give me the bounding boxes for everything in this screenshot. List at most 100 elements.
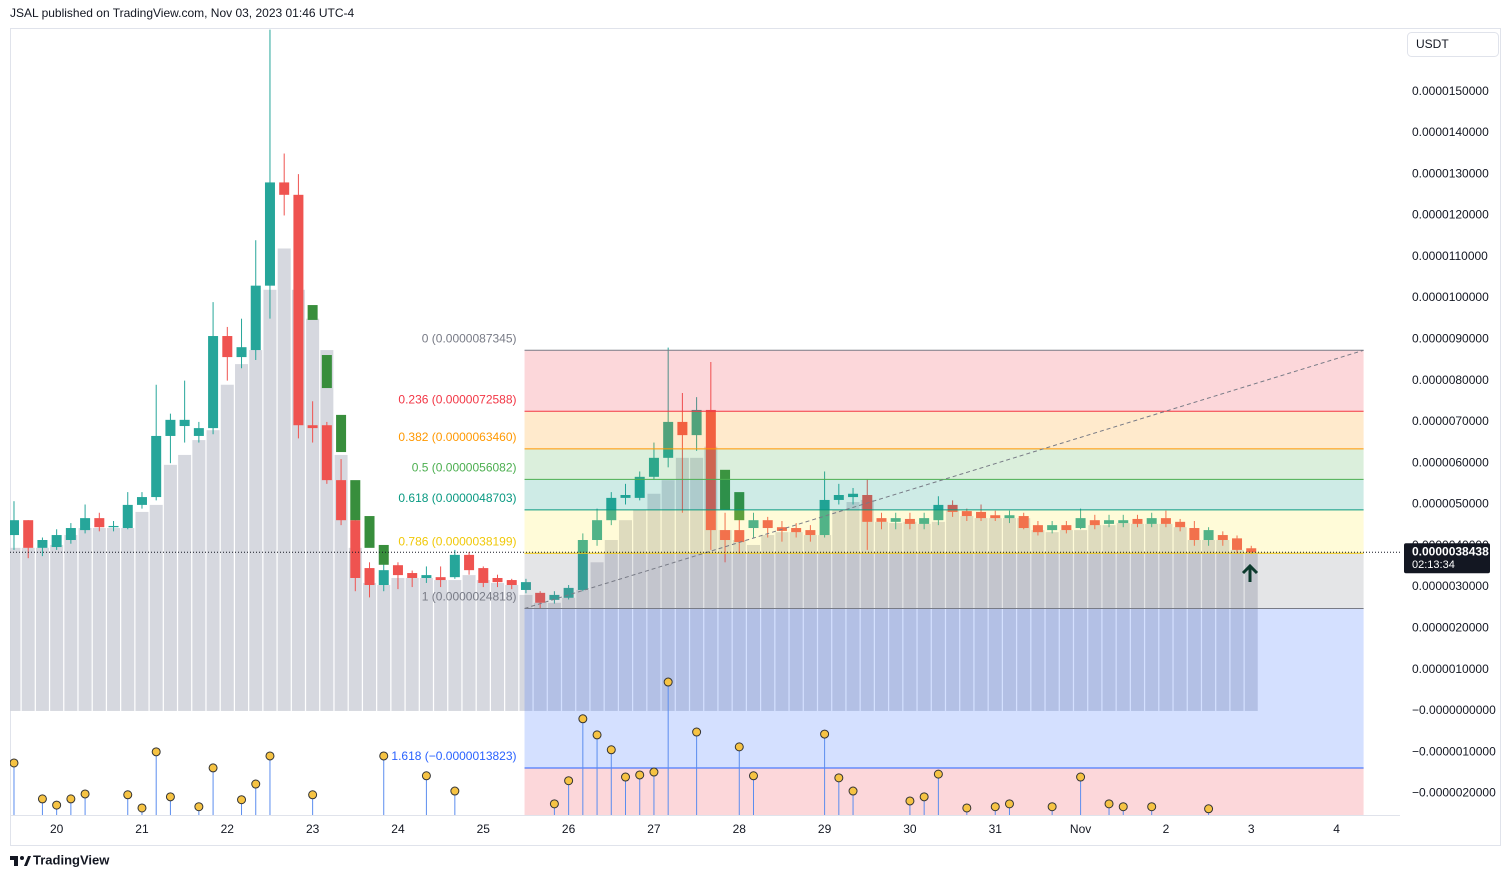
overlay-body: [350, 480, 361, 521]
candle-body: [1089, 520, 1100, 526]
shade-bar: [818, 535, 832, 711]
currency-label[interactable]: USDT: [1416, 37, 1449, 51]
y-tick-label: 0.0000030000: [1412, 579, 1489, 593]
candle-body: [933, 504, 944, 521]
shade-bar: [690, 457, 704, 711]
candle-body: [1246, 548, 1257, 553]
fib-zone: [524, 411, 1364, 449]
candle-body: [1189, 528, 1200, 541]
candle-body: [222, 336, 233, 358]
y-tick-label: 0.0000120000: [1412, 208, 1489, 222]
currency-button[interactable]: [1407, 32, 1499, 57]
fib-zone: [524, 479, 1364, 510]
shade-bar: [391, 577, 405, 711]
x-tick-label: 4: [1333, 822, 1340, 836]
candle-body: [506, 580, 517, 586]
indicator-dot: [564, 776, 574, 786]
candle-body: [890, 518, 901, 522]
indicator-dot: [1004, 799, 1014, 809]
candle-body: [947, 504, 958, 512]
candle-body: [1047, 525, 1058, 531]
candle-body: [1032, 525, 1043, 533]
candle-body: [378, 570, 389, 586]
candle-body: [236, 347, 247, 358]
indicator-dot: [1047, 802, 1057, 812]
shade-bar: [860, 499, 874, 711]
indicator-dot: [820, 729, 830, 739]
indicator-dot: [251, 779, 261, 789]
candle-body: [80, 518, 91, 531]
indicator-dot: [1104, 799, 1114, 809]
candle-body: [122, 504, 133, 529]
fib-level-label: 0.382 (0.0000063460): [398, 430, 516, 444]
brand-name: TradingView: [33, 852, 110, 867]
candle-body: [65, 528, 76, 541]
shade-bar: [434, 580, 448, 711]
shade-bar: [1230, 549, 1244, 711]
candle-body: [606, 497, 617, 521]
x-tick-label: 31: [989, 822, 1003, 836]
y-tick-label: 0.0000070000: [1412, 414, 1489, 428]
shade-bar: [149, 504, 163, 711]
last-price-label: 0.0000038438: [1412, 544, 1489, 558]
candle-body: [919, 518, 930, 524]
shade-bar: [1202, 540, 1216, 711]
y-tick-label: 0.0000090000: [1412, 332, 1489, 346]
shade-bar: [135, 511, 149, 711]
shade-bar: [633, 509, 647, 711]
shade-bar: [519, 594, 533, 711]
fib-level-label: 0.236 (0.0000072588): [398, 392, 516, 406]
shade-bar: [448, 580, 462, 711]
indicator-dot: [621, 772, 631, 782]
shade-bar: [306, 318, 320, 711]
plot-area: 0 (0.0000087345) 0.236 (0.0000072588) 0.38…: [10, 29, 1400, 815]
y-tick-label: 0.0000010000: [1412, 662, 1489, 676]
candle-body: [492, 577, 503, 583]
shade-bar: [235, 364, 249, 711]
indicator-dot: [919, 792, 929, 802]
y-tick-label: −0.0000000000: [1412, 703, 1496, 717]
shade-bar: [590, 562, 604, 711]
indicator-dot: [37, 794, 47, 804]
candle-body: [663, 421, 674, 458]
shade-bar: [562, 597, 576, 711]
indicator-dot: [52, 800, 62, 810]
candle-body: [1132, 518, 1143, 524]
x-tick-label: 21: [135, 822, 149, 836]
candle-body: [805, 530, 816, 536]
shade-bar: [576, 589, 590, 711]
indicator-dot: [66, 794, 76, 804]
shade-bar: [405, 577, 419, 711]
shade-bar: [974, 518, 988, 711]
shade-bar: [619, 520, 633, 711]
indicator-dot: [592, 730, 602, 740]
candle-body: [791, 528, 802, 533]
shade-bar: [988, 518, 1002, 711]
fib-zone: [524, 448, 1364, 480]
x-tick-label: 27: [647, 822, 661, 836]
shade-bar: [220, 384, 234, 711]
candle-body: [307, 425, 318, 429]
indicator-dot: [549, 799, 559, 809]
shade-bar: [64, 535, 78, 711]
fib-level-label: 1 (0.0000024818): [422, 590, 517, 604]
shade-bar: [377, 585, 391, 711]
candle-body: [819, 499, 830, 536]
x-tick-label: 20: [50, 822, 64, 836]
logo-part: [24, 856, 31, 866]
y-tick-label: 0.0000060000: [1412, 455, 1489, 469]
y-tick-label: 0.0000150000: [1412, 84, 1489, 98]
shade-bar: [803, 535, 817, 711]
shade-bar: [263, 289, 277, 711]
fib-level-label: 1.618 (−0.0000013823): [391, 749, 516, 763]
candle-body: [634, 476, 645, 498]
shade-bar: [249, 350, 263, 711]
shade-bar: [21, 547, 35, 711]
candle-body: [264, 182, 275, 286]
shade-bar: [1102, 525, 1116, 711]
candle-body: [1118, 520, 1129, 524]
y-tick-label: 0.0000110000: [1412, 249, 1488, 263]
indicator-dot: [137, 803, 147, 813]
y-tick-label: 0.0000020000: [1412, 621, 1489, 635]
